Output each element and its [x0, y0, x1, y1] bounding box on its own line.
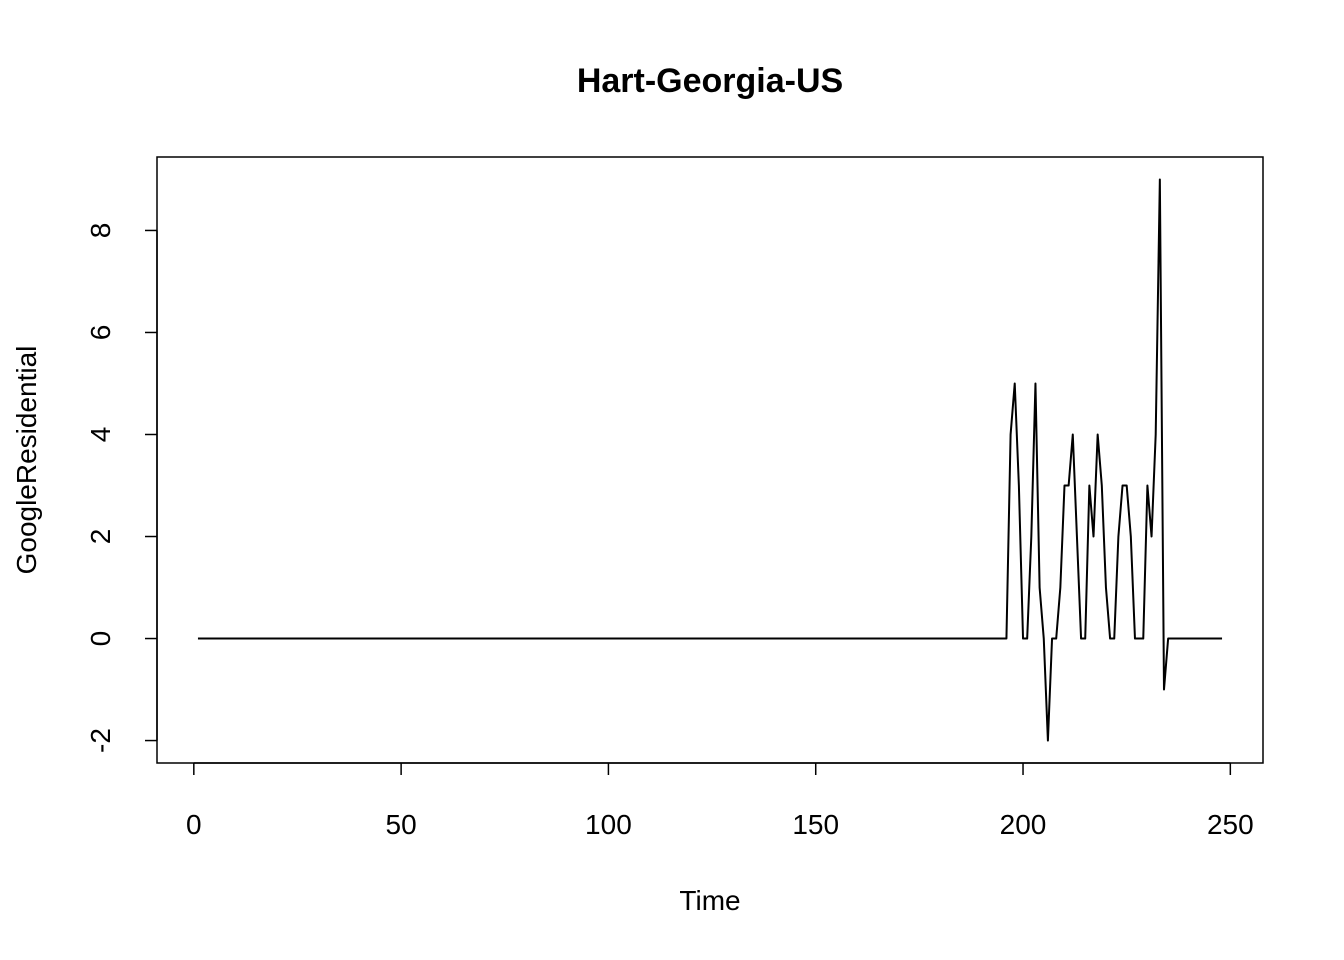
x-tick-label: 150: [792, 809, 839, 840]
x-tick-label: 0: [186, 809, 202, 840]
x-tick-label: 50: [386, 809, 417, 840]
y-tick-label: 0: [85, 631, 116, 647]
y-tick-label: 2: [85, 529, 116, 545]
y-tick-label: 6: [85, 325, 116, 341]
x-tick-label: 200: [1000, 809, 1047, 840]
x-tick-label: 100: [585, 809, 632, 840]
y-axis-label: GoogleResidential: [11, 346, 42, 575]
y-tick-label: 4: [85, 427, 116, 443]
x-tick-label: 250: [1207, 809, 1254, 840]
y-tick-label: -2: [85, 728, 116, 753]
x-axis-label: Time: [679, 885, 740, 916]
y-tick-label: 8: [85, 223, 116, 239]
chart-title: Hart-Georgia-US: [577, 62, 843, 100]
data-line: [197, 178, 1223, 742]
